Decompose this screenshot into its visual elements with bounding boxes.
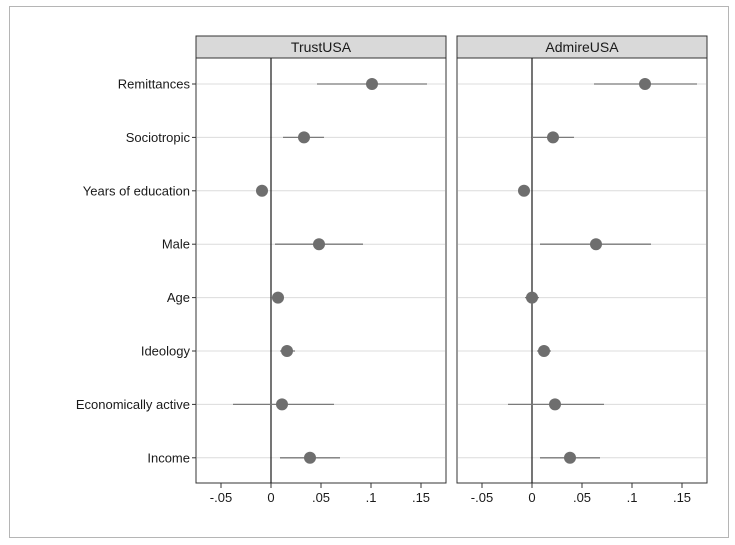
x-tick-label: .05 [312, 490, 330, 505]
category-label: Male [162, 237, 190, 252]
point-estimate [526, 291, 538, 304]
point-estimate [639, 78, 651, 90]
x-tick-label: -.05 [471, 490, 493, 505]
point-estimate [590, 238, 602, 251]
category-label: Ideology [141, 344, 191, 359]
point-estimate [272, 291, 284, 304]
category-label: Income [147, 450, 190, 465]
x-tick-label: -.05 [210, 490, 232, 505]
panel-admireusa: AdmireUSA -.05 0 .05 .1 .15 [456, 35, 708, 505]
point-estimate [538, 345, 550, 357]
x-tick-label: .15 [412, 490, 430, 505]
x-tick-label: 0 [267, 490, 274, 505]
point-estimate [256, 184, 268, 197]
point-estimate [298, 131, 310, 144]
category-label: Remittances [118, 77, 191, 92]
point-estimate [366, 78, 378, 90]
point-estimate [549, 398, 561, 411]
category-label: Sociotropic [126, 130, 191, 145]
point-estimate [547, 131, 559, 144]
panel-title: TrustUSA [291, 39, 352, 55]
x-tick-label: .1 [366, 490, 377, 505]
point-estimate [276, 398, 288, 411]
point-estimate [518, 184, 530, 197]
point-estimate [313, 238, 325, 251]
x-tick-label: .05 [573, 490, 591, 505]
x-tick-label: 0 [528, 490, 535, 505]
category-label: Economically active [76, 397, 190, 412]
category-label: Years of education [83, 183, 190, 198]
x-tick-label: .1 [627, 490, 638, 505]
point-estimate [564, 451, 576, 464]
category-label: Age [167, 290, 190, 305]
plot-area [195, 57, 447, 484]
plot-area [456, 57, 708, 484]
point-estimate [281, 345, 293, 357]
point-estimate [304, 451, 316, 464]
panel-title: AdmireUSA [545, 39, 619, 55]
panel-trustusa: TrustUSA -.05 0 .05 .1 .15 [192, 35, 447, 505]
x-tick-label: .15 [673, 490, 691, 505]
